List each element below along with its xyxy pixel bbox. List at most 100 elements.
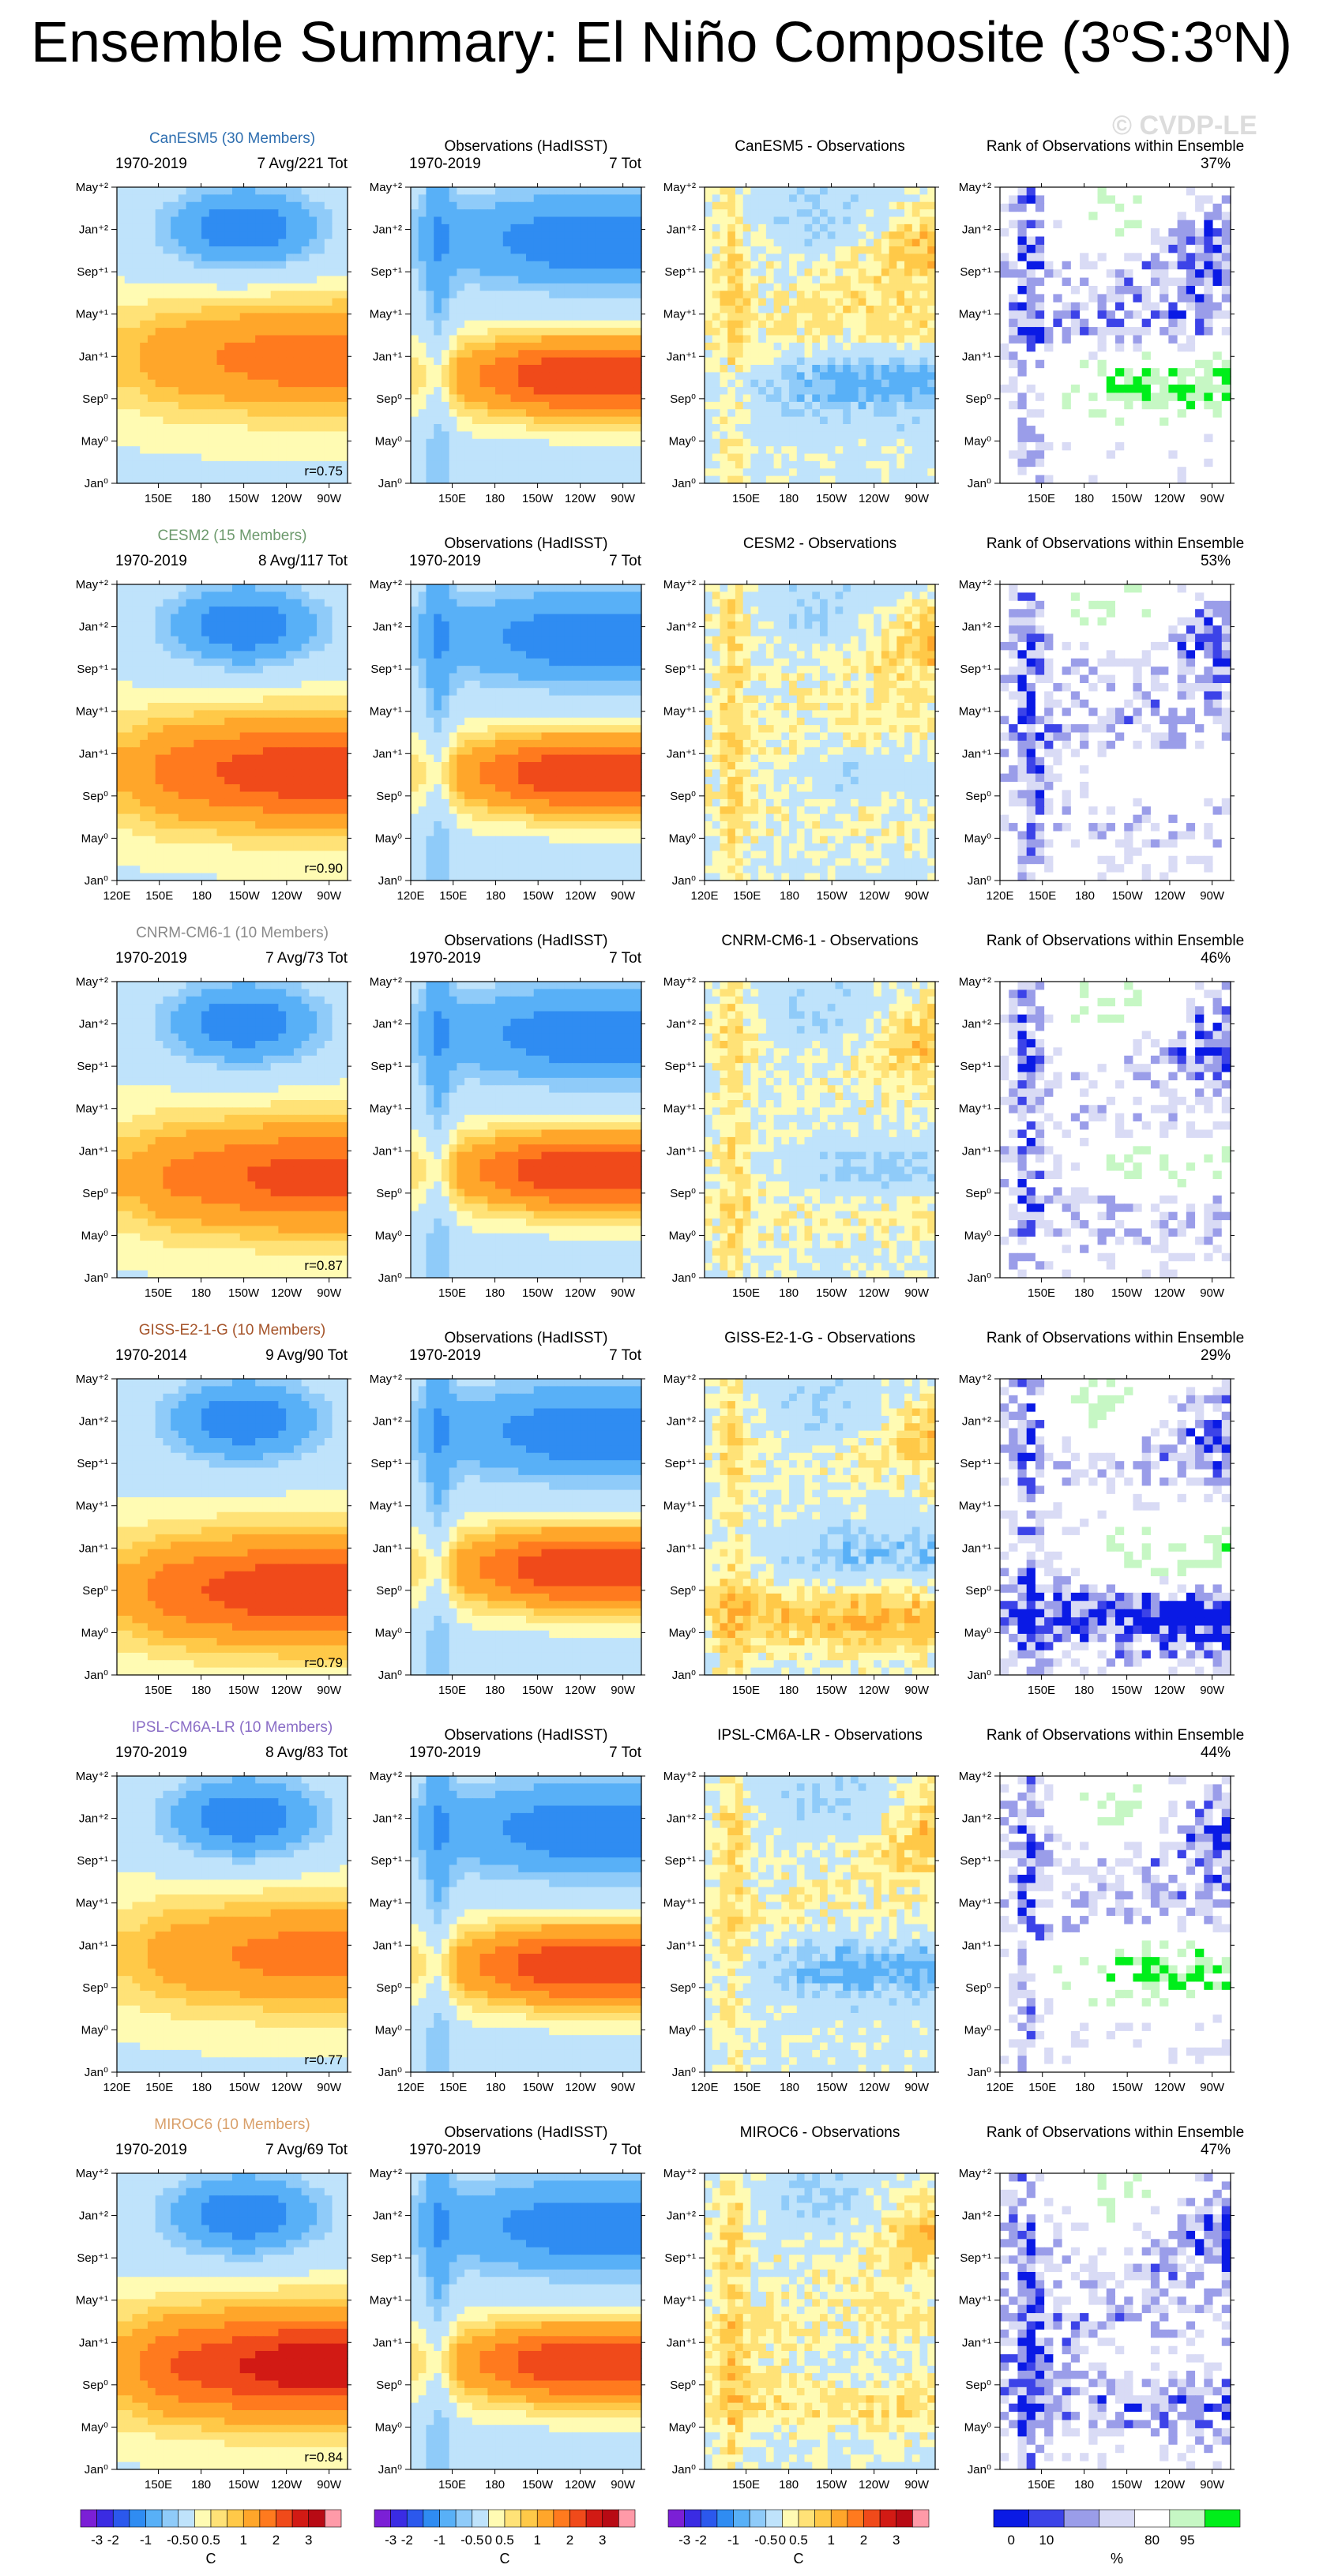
y-tick-label: Sep⁰ bbox=[965, 1981, 991, 1995]
colorbar-tick-label: -3 bbox=[91, 2533, 103, 2548]
x-tick-label: 90W bbox=[1200, 889, 1225, 903]
x-tick-label: 150W bbox=[816, 1286, 848, 1300]
x-tick-label: 90W bbox=[611, 889, 636, 903]
x-tick-label: 120W bbox=[1154, 1286, 1186, 1300]
x-tick-label: 120W bbox=[859, 1684, 890, 1697]
x-tick-label: 150E bbox=[1028, 889, 1056, 903]
x-tick-label: 90W bbox=[317, 889, 342, 903]
diff-title: CESM2 - Observations bbox=[705, 535, 935, 553]
y-tick-label: Jan⁰ bbox=[968, 2066, 991, 2079]
y-tick-label: Jan⁰ bbox=[85, 2463, 108, 2476]
model-period: 1970-2014 bbox=[115, 1347, 187, 1365]
y-tick-label: May⁺¹ bbox=[959, 1897, 991, 1910]
obs-period: 1970-2019 bbox=[409, 156, 481, 173]
y-tick-label: May⁺¹ bbox=[959, 1102, 991, 1116]
y-tick-label: May⁺² bbox=[370, 578, 402, 591]
x-tick-label: 90W bbox=[317, 1684, 342, 1697]
y-tick-label: May⁰ bbox=[81, 1626, 108, 1639]
rank-title: Rank of Observations within Ensemble bbox=[984, 1330, 1246, 1347]
y-tick-label: May⁰ bbox=[669, 2420, 696, 2434]
y-tick-label: Jan⁺¹ bbox=[962, 1144, 991, 1158]
y-tick-label: May⁺¹ bbox=[959, 2294, 991, 2308]
y-tick-label: Jan⁺² bbox=[962, 621, 991, 634]
colorbar-tick-label: 0 bbox=[1008, 2533, 1015, 2548]
x-tick-label: 120W bbox=[565, 1684, 596, 1697]
obs-stats: 7 Tot bbox=[578, 950, 641, 967]
y-tick-label: Jan⁰ bbox=[378, 477, 402, 490]
colorbar-tick-label: -2 bbox=[107, 2533, 119, 2548]
diff-panel: Jan⁰ May⁰ Sep⁰ Jan⁺¹ May⁺¹ Sep⁺¹ Jan⁺² May⁺² 120… bbox=[663, 1770, 939, 2094]
x-tick-label: 180 bbox=[1074, 2478, 1094, 2492]
y-tick-label: Sep⁺¹ bbox=[960, 265, 991, 279]
y-tick-label: Jan⁺² bbox=[667, 1018, 696, 1031]
x-tick-label: 90W bbox=[317, 2478, 342, 2492]
y-tick-label: Sep⁰ bbox=[82, 392, 108, 406]
y-tick-label: Jan⁰ bbox=[378, 1669, 402, 1682]
model-panel: Jan⁰ May⁰ Sep⁰ Jan⁺¹ May⁺¹ Sep⁺¹ Jan⁺² May⁺² 150… bbox=[76, 975, 351, 1300]
rank-percent: 53% bbox=[1183, 553, 1231, 570]
x-tick-label: 150E bbox=[439, 2081, 467, 2094]
y-tick-label: Sep⁺¹ bbox=[664, 2251, 696, 2265]
obs-period: 1970-2019 bbox=[409, 1744, 481, 1762]
y-tick-label: Jan⁰ bbox=[968, 1669, 991, 1682]
obs-panel: Jan⁰ May⁰ Sep⁰ Jan⁺¹ May⁺¹ Sep⁺¹ Jan⁺² May⁺² 150… bbox=[370, 181, 645, 505]
x-tick-label: 150W bbox=[817, 2081, 848, 2094]
y-tick-label: May⁰ bbox=[964, 2420, 991, 2434]
x-tick-label: 120E bbox=[103, 2081, 130, 2094]
sst-colorbar: -3 -2 -1 -0.5 0 0.5 1 2 3 C bbox=[80, 2509, 342, 2574]
y-tick-label: May⁰ bbox=[375, 832, 402, 845]
y-tick-label: May⁰ bbox=[669, 2023, 696, 2037]
y-tick-label: May⁺² bbox=[663, 578, 696, 591]
x-tick-label: 150W bbox=[1111, 2478, 1143, 2492]
y-tick-label: Sep⁺¹ bbox=[77, 663, 108, 676]
y-tick-label: Jan⁺² bbox=[79, 621, 108, 634]
y-tick-label: Jan⁰ bbox=[85, 477, 108, 490]
y-tick-label: May⁺¹ bbox=[76, 1500, 108, 1513]
colorbar-tick-label: -1 bbox=[434, 2533, 445, 2548]
x-tick-label: 150W bbox=[1112, 2081, 1144, 2094]
obs-stats: 7 Tot bbox=[578, 553, 641, 570]
rank-heatmap: Jan⁰ May⁰ Sep⁰ Jan⁺¹ May⁺¹ Sep⁺¹ Jan⁺² May⁺² 150… bbox=[959, 1372, 1235, 1697]
y-tick-label: May⁺² bbox=[370, 181, 402, 194]
colorbar-tick-label: 95 bbox=[1180, 2533, 1195, 2548]
y-tick-label: Jan⁺² bbox=[79, 2210, 108, 2223]
x-tick-label: 120W bbox=[859, 1286, 890, 1300]
x-tick-label: 180 bbox=[192, 889, 212, 903]
model-name: IPSL-CM6A-LR (10 Members) bbox=[117, 1719, 348, 1737]
x-tick-label: 120W bbox=[565, 2081, 596, 2094]
x-tick-label: 150W bbox=[1111, 1684, 1143, 1697]
y-tick-label: Jan⁺² bbox=[373, 223, 402, 237]
x-tick-label: 120W bbox=[271, 1286, 303, 1300]
rank-percent: 29% bbox=[1183, 1347, 1231, 1365]
x-tick-label: 150E bbox=[732, 1684, 760, 1697]
y-tick-label: Jan⁰ bbox=[378, 2463, 402, 2476]
y-tick-label: Sep⁰ bbox=[82, 2379, 108, 2392]
y-tick-label: Sep⁺¹ bbox=[664, 1060, 696, 1073]
x-tick-label: 180 bbox=[1074, 1684, 1094, 1697]
x-tick-label: 150E bbox=[1028, 492, 1055, 505]
colorbar-unit: C bbox=[794, 2551, 804, 2567]
y-tick-label: Jan⁰ bbox=[968, 2463, 991, 2476]
y-tick-label: Jan⁺¹ bbox=[667, 747, 696, 760]
diff-panel: Jan⁰ May⁰ Sep⁰ Jan⁺¹ May⁺¹ Sep⁺¹ Jan⁺² May⁺² 150… bbox=[663, 2167, 939, 2492]
x-tick-label: 150W bbox=[523, 889, 554, 903]
correlation-label: r=0.87 bbox=[304, 1258, 343, 1273]
model-stats: 7 Avg/73 Tot bbox=[229, 950, 348, 967]
y-tick-label: May⁺¹ bbox=[370, 1500, 402, 1513]
model-panel: Jan⁰ May⁰ Sep⁰ Jan⁺¹ May⁺¹ Sep⁺¹ Jan⁺² May⁺² 150… bbox=[76, 1372, 351, 1697]
y-tick-label: Sep⁰ bbox=[82, 1584, 108, 1598]
y-tick-label: May⁺¹ bbox=[76, 1897, 108, 1910]
rank-percent: 46% bbox=[1183, 950, 1231, 967]
obs-title: Observations (HadISST) bbox=[411, 1330, 641, 1347]
y-tick-label: Jan⁺¹ bbox=[667, 2336, 696, 2349]
x-tick-label: 150E bbox=[438, 1684, 466, 1697]
y-tick-label: Sep⁺¹ bbox=[960, 1854, 991, 1868]
y-tick-label: Jan⁰ bbox=[672, 1271, 696, 1285]
x-tick-label: 180 bbox=[780, 889, 799, 903]
y-tick-label: May⁰ bbox=[964, 2023, 991, 2037]
colorbar-unit: C bbox=[500, 2551, 510, 2567]
x-tick-label: 120W bbox=[859, 889, 890, 903]
y-tick-label: Jan⁺² bbox=[79, 1812, 108, 1826]
x-tick-label: 180 bbox=[485, 1286, 505, 1300]
y-tick-label: Sep⁰ bbox=[376, 790, 402, 803]
